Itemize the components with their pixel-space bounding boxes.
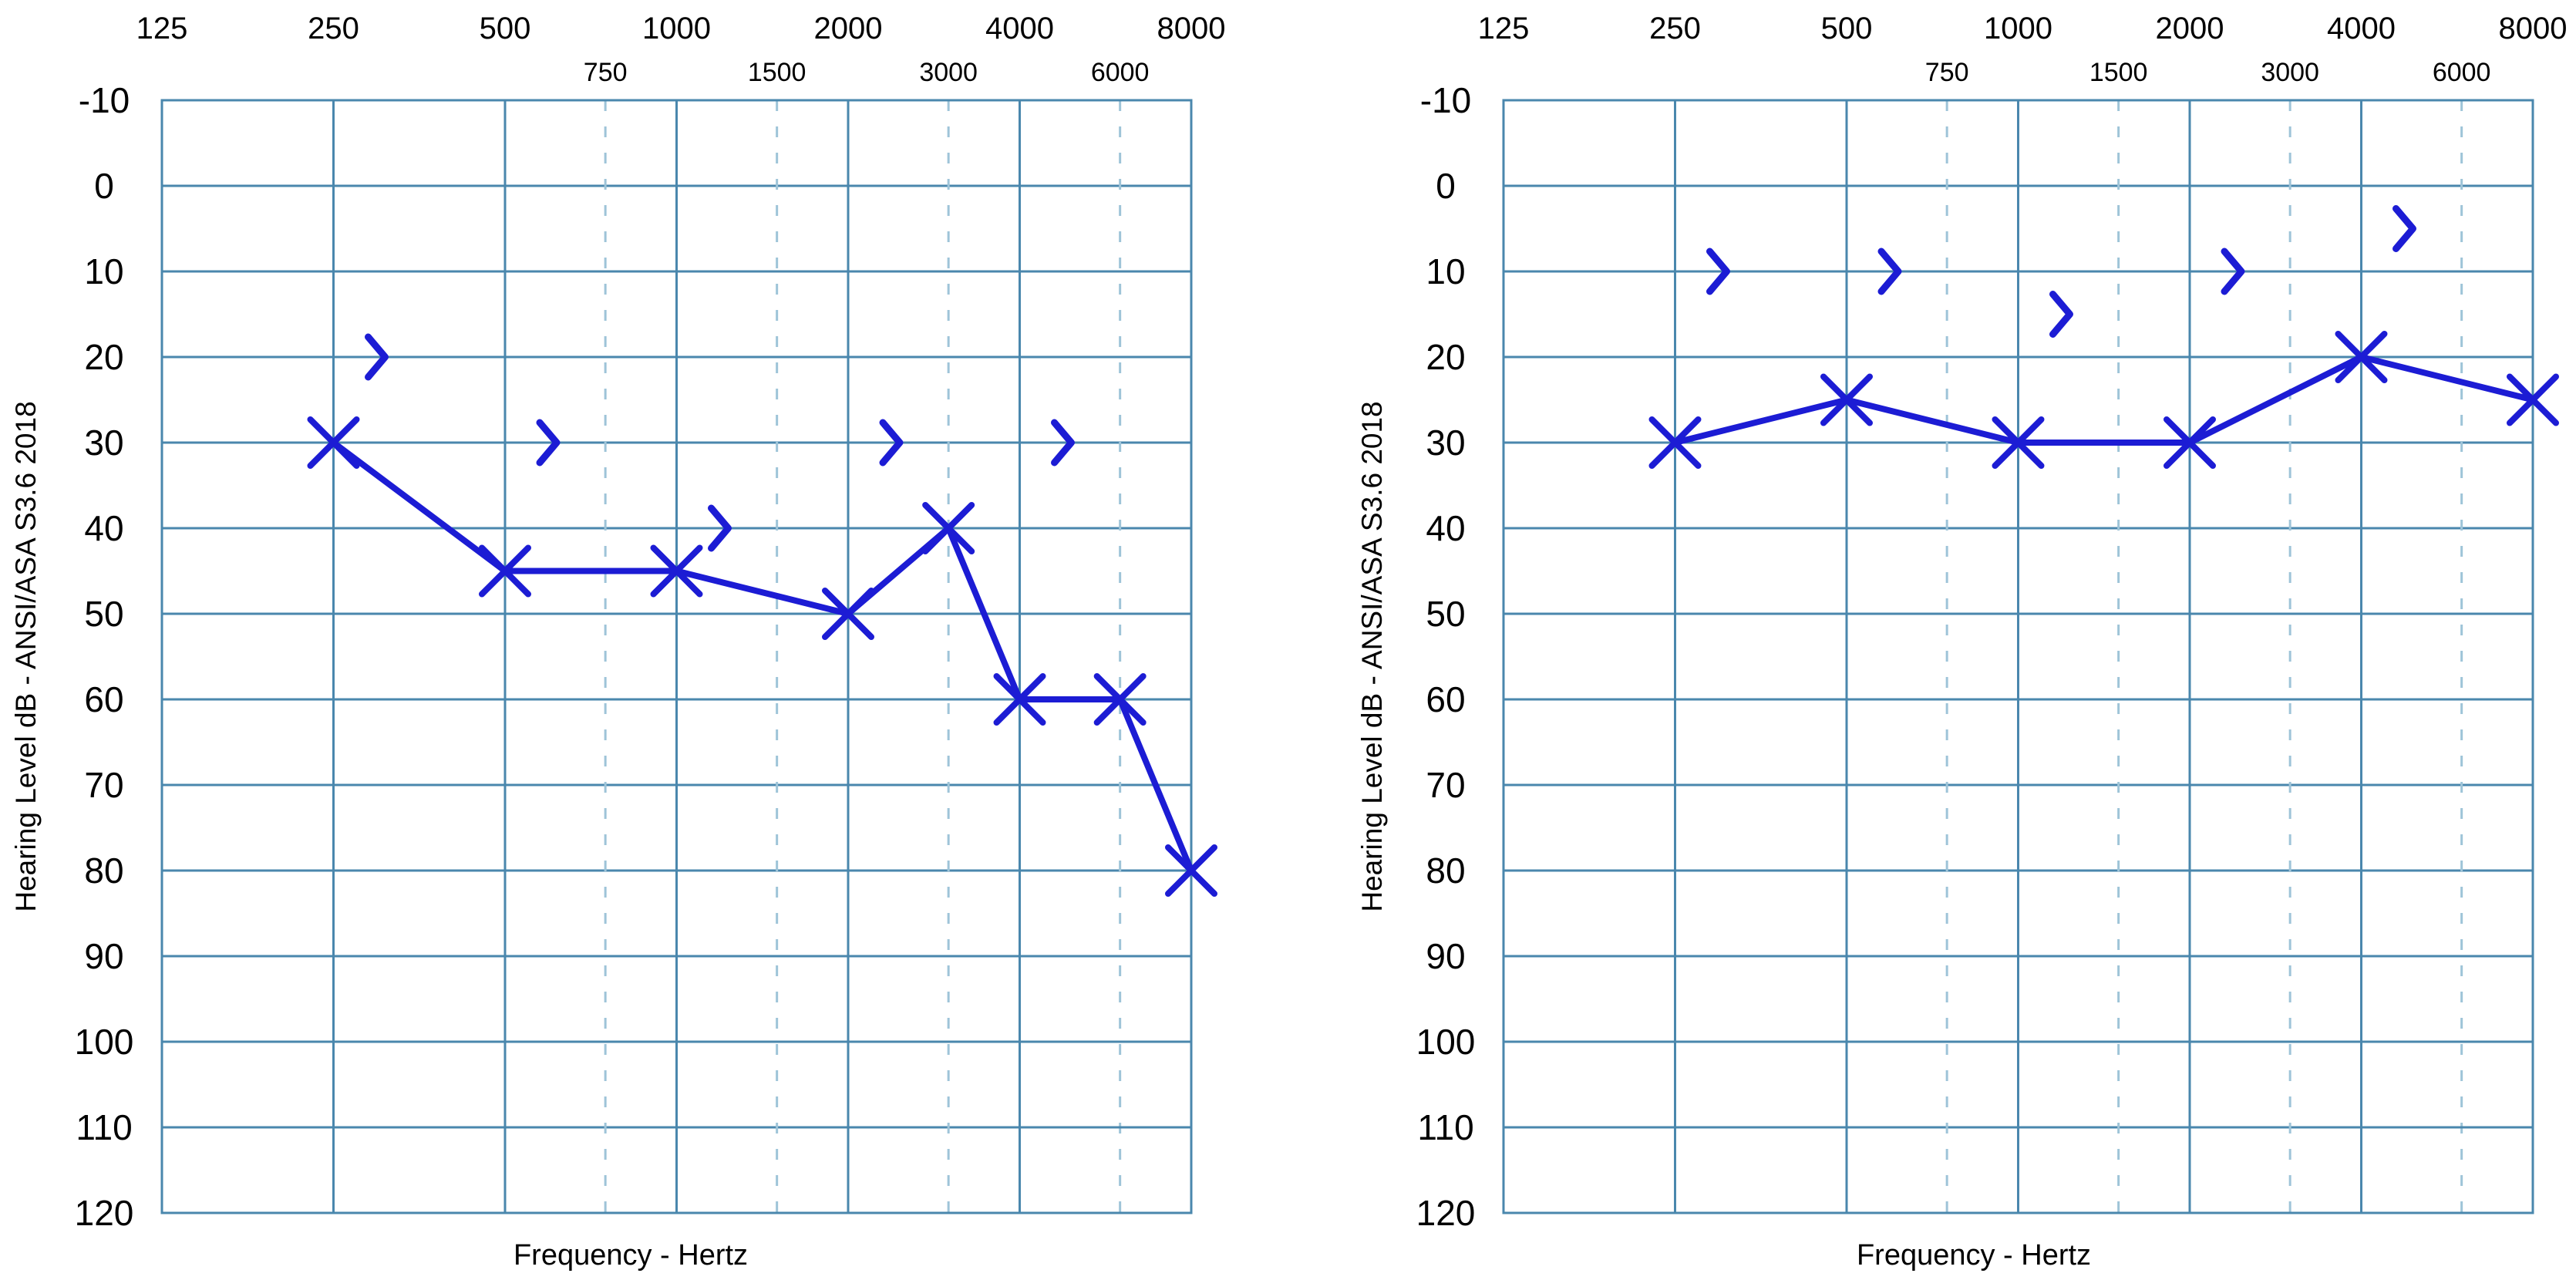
y-tick-label: 20	[1426, 337, 1465, 377]
y-axis-title: Hearing Level dB - ANSI/ASA S3.6 2018	[1356, 401, 1388, 911]
y-tick-label: 0	[1436, 166, 1456, 206]
x-tick-label-minor: 1500	[2089, 58, 2148, 87]
bracket-marker	[2049, 291, 2073, 338]
x-marker	[993, 673, 1046, 726]
y-tick-label: 0	[94, 166, 114, 206]
x-marker	[2164, 416, 2216, 469]
grid	[160, 99, 1193, 1214]
y-tick-label: 20	[84, 337, 123, 377]
y-tick-label: 120	[1416, 1193, 1476, 1233]
bracket-marker	[536, 419, 561, 467]
series-0	[307, 416, 1217, 897]
x-marker	[307, 416, 360, 469]
x-tick-label-minor: 3000	[919, 58, 978, 87]
x-tick-label: 1000	[642, 12, 711, 45]
y-tick-label: -10	[79, 80, 130, 120]
x-tick-label: 2000	[814, 12, 883, 45]
y-tick-label: 100	[1416, 1022, 1476, 1062]
bracket-marker	[1706, 248, 1730, 295]
x-marker	[1992, 416, 2045, 469]
y-tick-label: 10	[84, 251, 123, 291]
bracket-marker	[365, 333, 389, 381]
series-line	[332, 440, 1194, 872]
series-1	[365, 333, 1075, 552]
y-tick-label: 70	[1426, 765, 1465, 805]
bracket-marker	[2392, 205, 2416, 252]
x-marker	[479, 544, 531, 598]
y-tick-label: -10	[1420, 80, 1471, 120]
y-tick-label: 30	[84, 423, 123, 463]
bracket-marker	[1877, 248, 1902, 295]
x-tick-label: 125	[136, 12, 188, 45]
x-marker	[1093, 673, 1147, 726]
bracket-marker	[1051, 419, 1075, 467]
x-axis-title: Frequency - Hertz	[1857, 1239, 2091, 1272]
y-tick-label: 50	[1426, 594, 1465, 634]
bracket-marker	[879, 419, 904, 467]
series-0	[1648, 331, 2559, 469]
series-1	[1706, 205, 2416, 338]
y-axis-title: Hearing Level dB - ANSI/ASA S3.6 2018	[10, 401, 42, 911]
x-marker	[1648, 416, 1702, 469]
y-tick-label: 60	[84, 679, 123, 719]
x-tick-label: 250	[1649, 12, 1701, 45]
x-tick-label-minor: 1500	[748, 58, 806, 87]
grid	[1502, 99, 2534, 1214]
x-marker	[1820, 373, 1873, 426]
x-tick-label: 125	[1478, 12, 1530, 45]
bracket-marker	[708, 504, 732, 552]
x-tick-label: 8000	[2499, 12, 2568, 45]
plot-frame	[160, 99, 1193, 1214]
x-tick-label: 2000	[2156, 12, 2224, 45]
x-tick-label: 1000	[1984, 12, 2052, 45]
x-axis-title: Frequency - Hertz	[514, 1239, 748, 1272]
x-tick-label-minor: 750	[1925, 58, 1969, 87]
y-tick-label: 100	[75, 1022, 134, 1062]
y-tick-label: 90	[1426, 936, 1465, 976]
x-marker	[822, 588, 874, 640]
x-tick-label: 250	[308, 12, 359, 45]
y-tick-label: 40	[1426, 508, 1465, 548]
x-marker	[922, 502, 975, 554]
x-tick-label-minor: 6000	[1091, 58, 1150, 87]
x-marker	[650, 544, 703, 598]
plot-frame	[1502, 99, 2534, 1214]
x-tick-label-minor: 3000	[2261, 58, 2319, 87]
x-tick-label: 500	[1821, 12, 1873, 45]
bracket-marker	[2221, 248, 2245, 295]
y-tick-label: 30	[1426, 423, 1465, 463]
masking-box	[2360, 1126, 2534, 1214]
x-tick-label-minor: 750	[584, 58, 628, 87]
x-tick-label: 4000	[2327, 12, 2396, 45]
y-tick-label: 90	[84, 936, 123, 976]
x-tick-label-minor: 6000	[2433, 58, 2491, 87]
x-tick-label: 8000	[1157, 12, 1226, 45]
y-tick-label: 80	[1426, 851, 1465, 891]
x-tick-label: 4000	[985, 12, 1054, 45]
y-tick-label: 80	[84, 851, 123, 891]
y-tick-label: 110	[1417, 1107, 1473, 1147]
y-tick-label: 50	[84, 594, 123, 634]
y-tick-label: 10	[1426, 251, 1465, 291]
y-tick-label: 60	[1426, 679, 1465, 719]
y-tick-label: 40	[84, 508, 123, 548]
masking-box	[1019, 1126, 1193, 1214]
x-tick-label: 500	[480, 12, 531, 45]
series-line	[1674, 354, 2534, 446]
y-tick-label: 120	[75, 1193, 134, 1233]
x-marker	[2335, 331, 2388, 383]
x-marker	[1165, 844, 1217, 897]
y-tick-label: 110	[76, 1107, 132, 1147]
x-marker	[2507, 373, 2559, 426]
y-tick-label: 70	[84, 765, 123, 805]
